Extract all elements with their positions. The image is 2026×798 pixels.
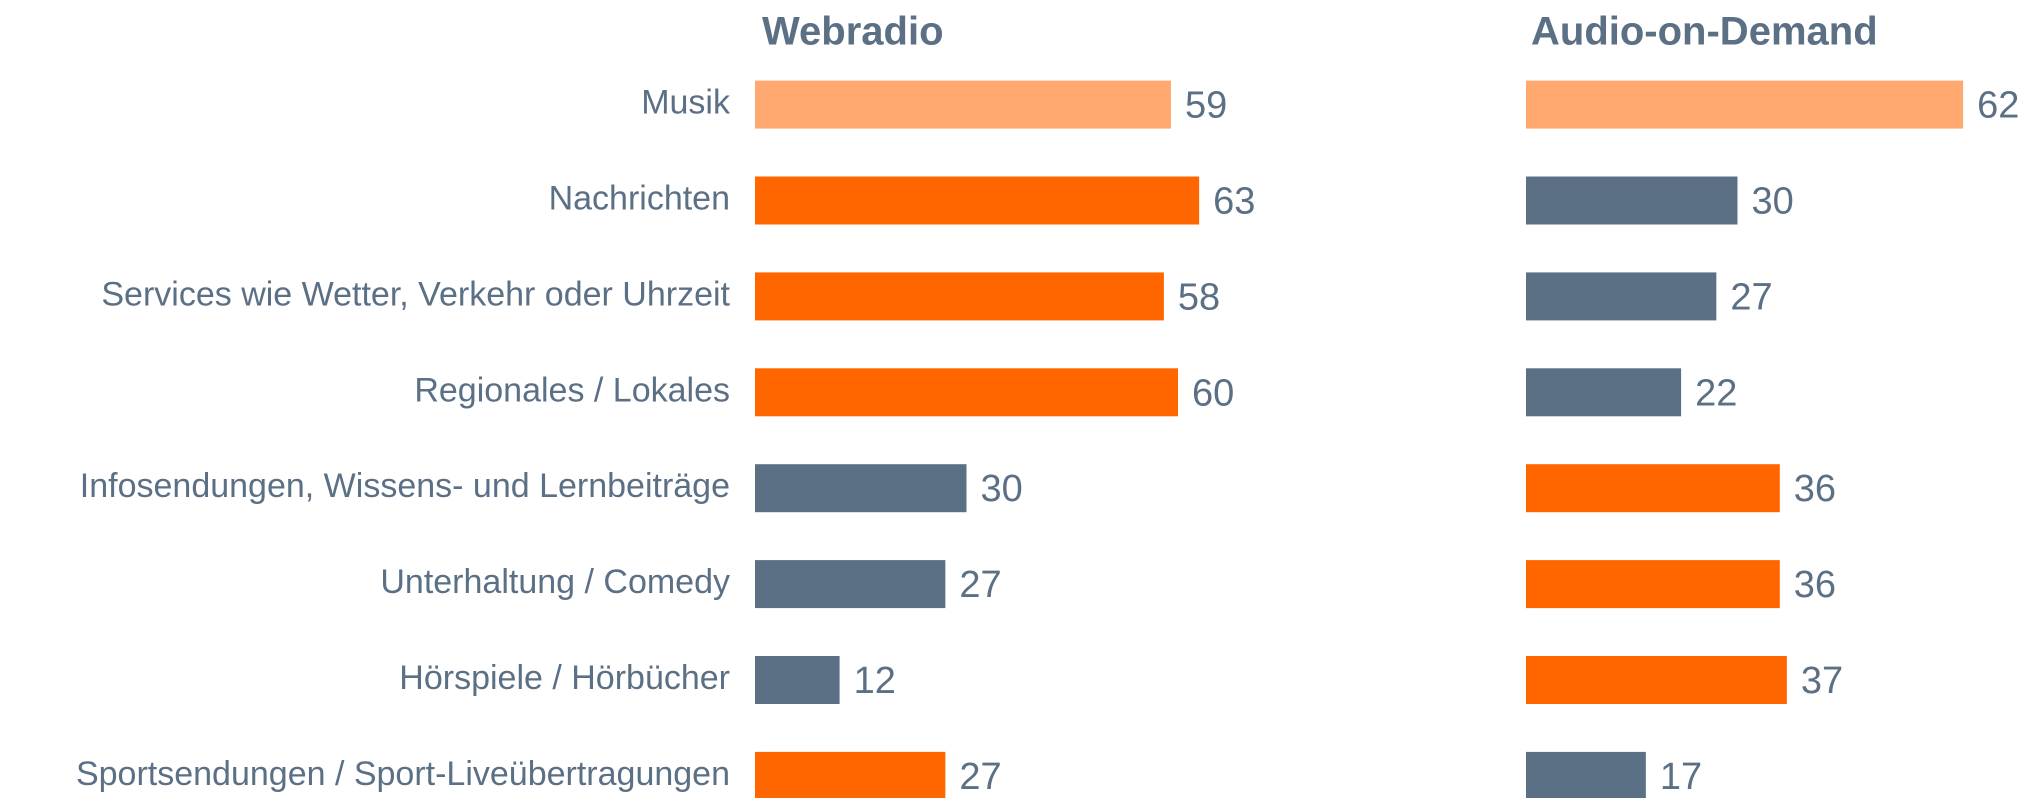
chart-title: Webradio [762, 10, 944, 54]
value-label: 12 [854, 660, 896, 702]
value-label: 36 [1794, 564, 1836, 606]
category-label: Sportsendungen / Sport-Liveübertragungen [76, 755, 730, 793]
bar [1526, 176, 1738, 225]
category-label: Services wie Wetter, Verkehr oder Uhrzei… [101, 275, 730, 313]
value-label: 30 [1752, 181, 1794, 223]
category-label: Hörspiele / Hörbücher [399, 659, 730, 697]
value-label: 60 [1192, 372, 1234, 414]
category-label: Musik [641, 84, 731, 122]
bar [1526, 80, 1964, 129]
bar [1526, 368, 1682, 417]
bar [1526, 464, 1780, 513]
bar [755, 464, 967, 513]
category-label: Infosendungen, Wissens- und Lernbeiträge [80, 467, 730, 505]
bar [755, 560, 946, 609]
value-label: 30 [981, 468, 1023, 510]
bar [755, 80, 1171, 129]
value-label: 27 [1730, 276, 1772, 318]
value-label: 17 [1660, 756, 1702, 798]
value-label: 27 [959, 564, 1001, 606]
value-label: 22 [1695, 372, 1737, 414]
category-label: Regionales / Lokales [414, 371, 730, 409]
value-label: 27 [959, 756, 1001, 798]
value-label: 58 [1178, 276, 1220, 318]
chart-title: Audio-on-Demand [1531, 10, 1878, 54]
category-label: Nachrichten [549, 179, 730, 217]
value-label: 63 [1213, 181, 1255, 223]
value-label: 62 [1977, 85, 2019, 127]
bar [755, 176, 1200, 225]
bar [755, 272, 1164, 321]
value-label: 59 [1185, 85, 1227, 127]
bar [755, 368, 1178, 417]
bar [1526, 560, 1780, 609]
value-label: 37 [1801, 660, 1843, 702]
bar [1526, 272, 1717, 321]
bar [1526, 656, 1787, 704]
category-label: Unterhaltung / Comedy [380, 563, 730, 601]
bar [755, 751, 946, 798]
bar [1526, 751, 1646, 798]
bar [755, 656, 840, 704]
value-label: 36 [1794, 468, 1836, 510]
